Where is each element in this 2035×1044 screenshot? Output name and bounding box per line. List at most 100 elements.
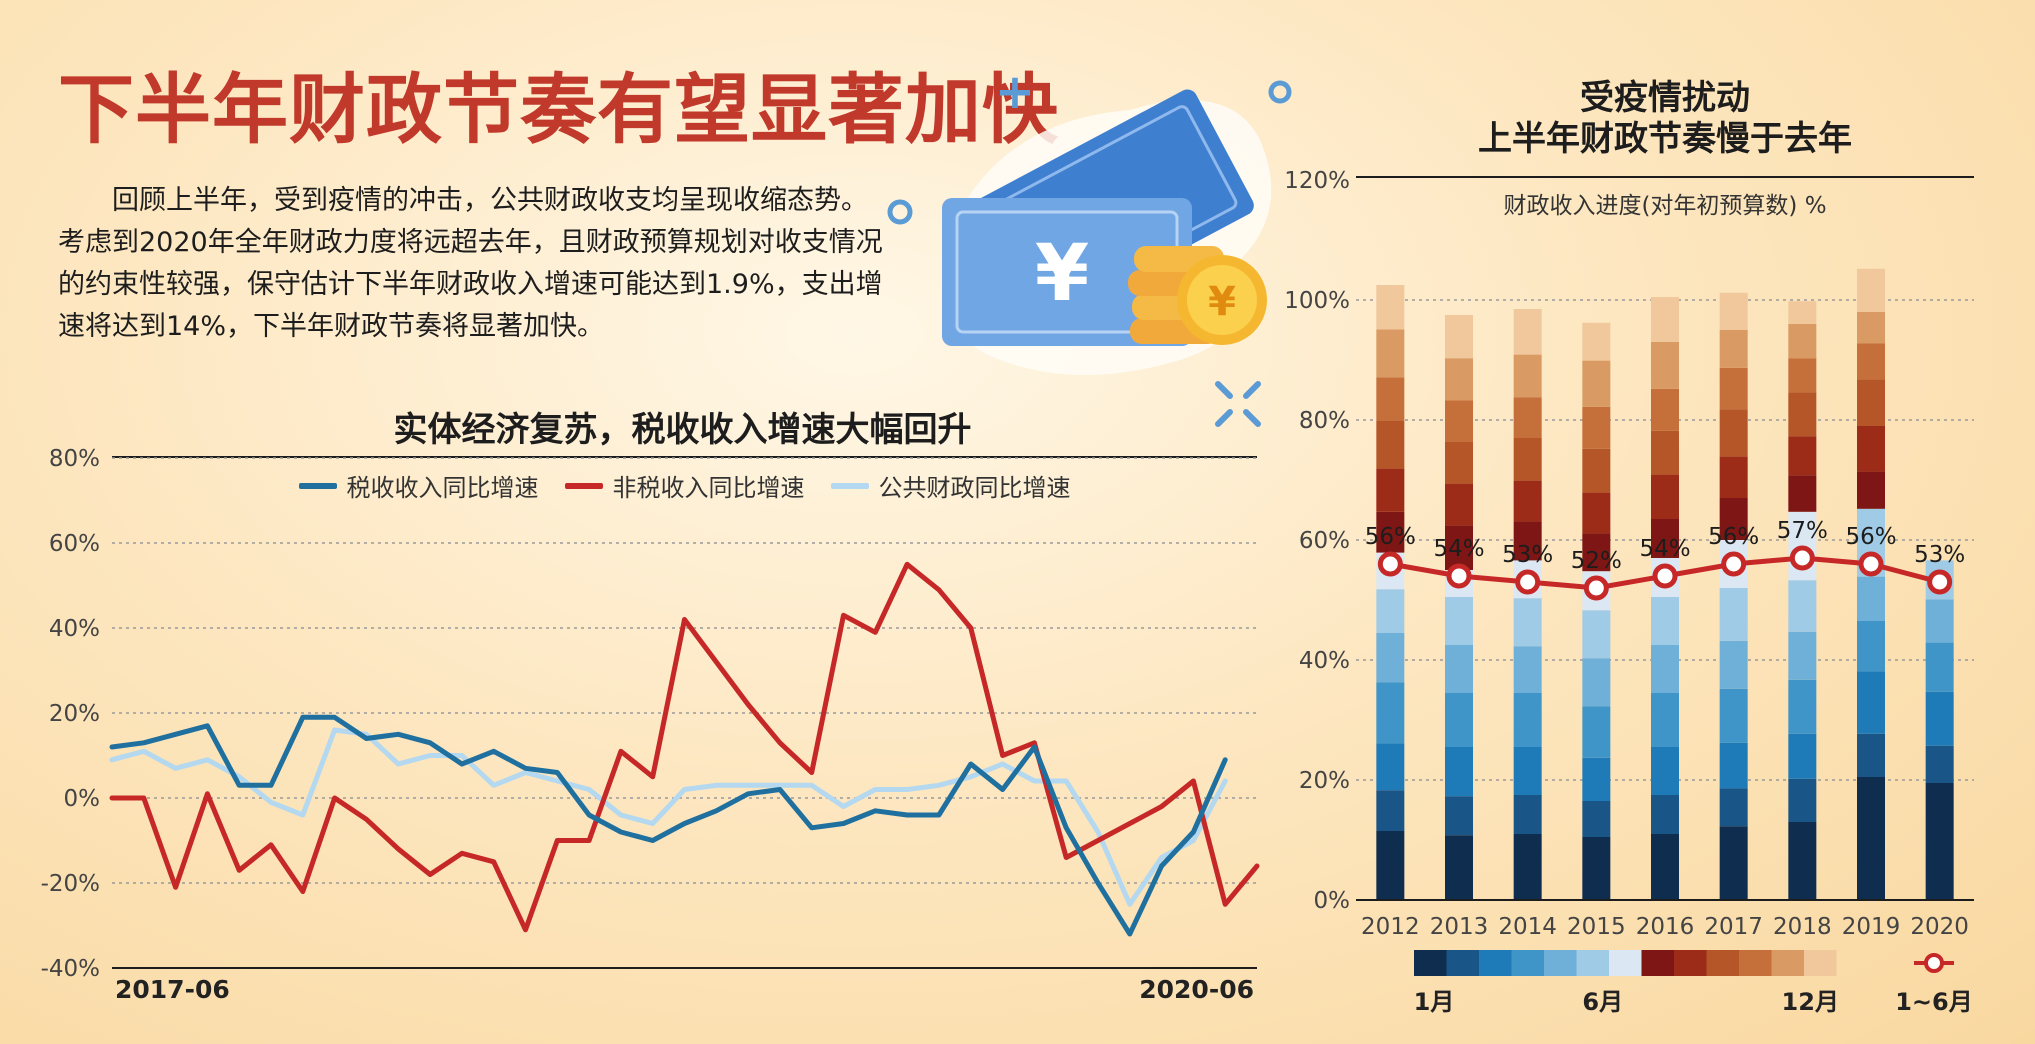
bar-segment — [1376, 682, 1405, 744]
right-chart-subtitle: 财政收入进度(对年初预算数) % — [1503, 193, 1827, 219]
bar-segment — [1376, 377, 1405, 421]
legend-color-swatch — [1576, 950, 1609, 976]
bar-segment — [1651, 597, 1679, 645]
bar-segment — [1445, 645, 1473, 693]
bar-segment — [1857, 312, 1885, 344]
bar-segment — [1788, 436, 1817, 476]
legend-color-swatch — [1706, 950, 1739, 976]
h1-data-label: 54% — [1639, 536, 1690, 562]
x-start-label: 2017-06 — [115, 975, 230, 1004]
right-title-rule — [1356, 176, 1974, 178]
bar-segment — [1719, 788, 1748, 827]
bar-segment — [1857, 268, 1885, 312]
bar-segment — [1651, 430, 1679, 475]
bar-segment — [1857, 471, 1885, 509]
bar-segment — [1376, 285, 1405, 330]
h1-marker — [1721, 551, 1747, 577]
bar-segment — [1651, 388, 1679, 431]
bar-segment — [1651, 474, 1679, 519]
bar-segment — [1582, 801, 1611, 837]
legend-color-swatch — [1446, 950, 1479, 976]
bar-segment — [1925, 745, 1954, 783]
bar-segment — [1925, 642, 1954, 692]
bar-segment — [1445, 358, 1473, 401]
bar-segment — [1651, 693, 1679, 747]
bar-segment — [1513, 693, 1542, 747]
bar-segment — [1719, 292, 1748, 330]
x-tick-label: 2017 — [1704, 914, 1763, 940]
h1-marker — [1377, 551, 1403, 577]
bar-segment — [1376, 633, 1405, 683]
bar-segment — [1445, 483, 1473, 526]
bar-segment — [1582, 837, 1611, 900]
bar-segment — [1925, 691, 1954, 746]
legend-marker-icon — [1924, 953, 1944, 973]
bar-segment — [1445, 597, 1473, 645]
bar-segment — [1857, 733, 1885, 777]
legend-color-swatch — [1771, 950, 1804, 976]
bar-segment — [1513, 795, 1542, 834]
x-tick-label: 2019 — [1842, 914, 1901, 940]
legend-label-marker: 1~6月 — [1895, 988, 1973, 1016]
bar-segment — [1857, 671, 1885, 734]
bar-segment — [1651, 747, 1679, 795]
bar-segment — [1651, 297, 1679, 342]
x-tick-label: 2015 — [1567, 914, 1626, 940]
legend-item-public: 公共财政同比增速 — [830, 468, 1071, 503]
h1-marker — [1789, 545, 1815, 571]
bar-segment — [1719, 742, 1748, 789]
nontax-line — [109, 561, 1260, 933]
bar-segment — [1651, 342, 1679, 389]
bar-segment — [1857, 777, 1885, 900]
bar-segment — [1513, 521, 1542, 561]
legend-color-swatch — [1511, 950, 1544, 976]
bar-segment — [1376, 589, 1405, 633]
bar-segment — [1445, 693, 1473, 747]
y-tick-label: 60% — [49, 531, 100, 557]
bar-segment — [1719, 640, 1748, 689]
bar-segment — [1513, 747, 1542, 795]
bar-segment — [1719, 367, 1748, 410]
bar-segment — [1582, 533, 1611, 572]
bar-segment — [1925, 599, 1954, 643]
bar-segment — [1513, 834, 1542, 900]
bar-segment — [1719, 456, 1748, 498]
bar-segment — [1857, 621, 1885, 672]
y-tick-label: 100% — [1284, 288, 1350, 314]
legend-item-nontax: 非税收入同比增速 — [564, 468, 805, 503]
bar-segment — [1445, 835, 1473, 900]
bar-segment — [1582, 406, 1611, 449]
legend-color-swatch — [1609, 950, 1642, 976]
bar-segment — [1582, 757, 1611, 801]
bar-segment — [1445, 441, 1473, 484]
bar-segment — [1376, 329, 1405, 378]
intro-paragraph: 回顾上半年，受到疫情的冲击，公共财政收支均呈现收缩态势。考虑到2020年全年财政… — [58, 185, 883, 342]
bar-segment — [1651, 795, 1679, 834]
bar-segment — [1788, 358, 1817, 393]
public-line — [109, 727, 1228, 907]
h1-data-label: 52% — [1571, 548, 1622, 574]
bar-segment — [1651, 645, 1679, 693]
bar-segment — [1376, 420, 1405, 469]
page-title: 下半年财政节奏有望显著加快 — [58, 65, 1059, 154]
legend-swatch-public — [830, 482, 869, 489]
bar-segment — [1857, 379, 1885, 426]
h1-marker — [1652, 563, 1678, 589]
bar-segment — [1719, 688, 1748, 743]
bar-segment — [1788, 580, 1817, 632]
bar-segment — [1719, 409, 1748, 457]
bar-segment — [1445, 315, 1473, 359]
bar-segment — [1719, 498, 1748, 540]
y-tick-label: 40% — [1299, 648, 1350, 674]
y-tick-label: 80% — [49, 446, 100, 472]
bar-segment — [1925, 783, 1954, 900]
legend-color-swatch — [1641, 950, 1674, 976]
h1-marker — [1446, 563, 1472, 589]
x-end-label: 2020-06 — [1139, 975, 1254, 1004]
legend-color-swatch — [1674, 950, 1707, 976]
y-tick-label: 20% — [49, 701, 100, 727]
h1-data-label: 57% — [1777, 518, 1828, 544]
legend-color-swatch — [1804, 950, 1837, 976]
bar-segment — [1376, 511, 1405, 553]
